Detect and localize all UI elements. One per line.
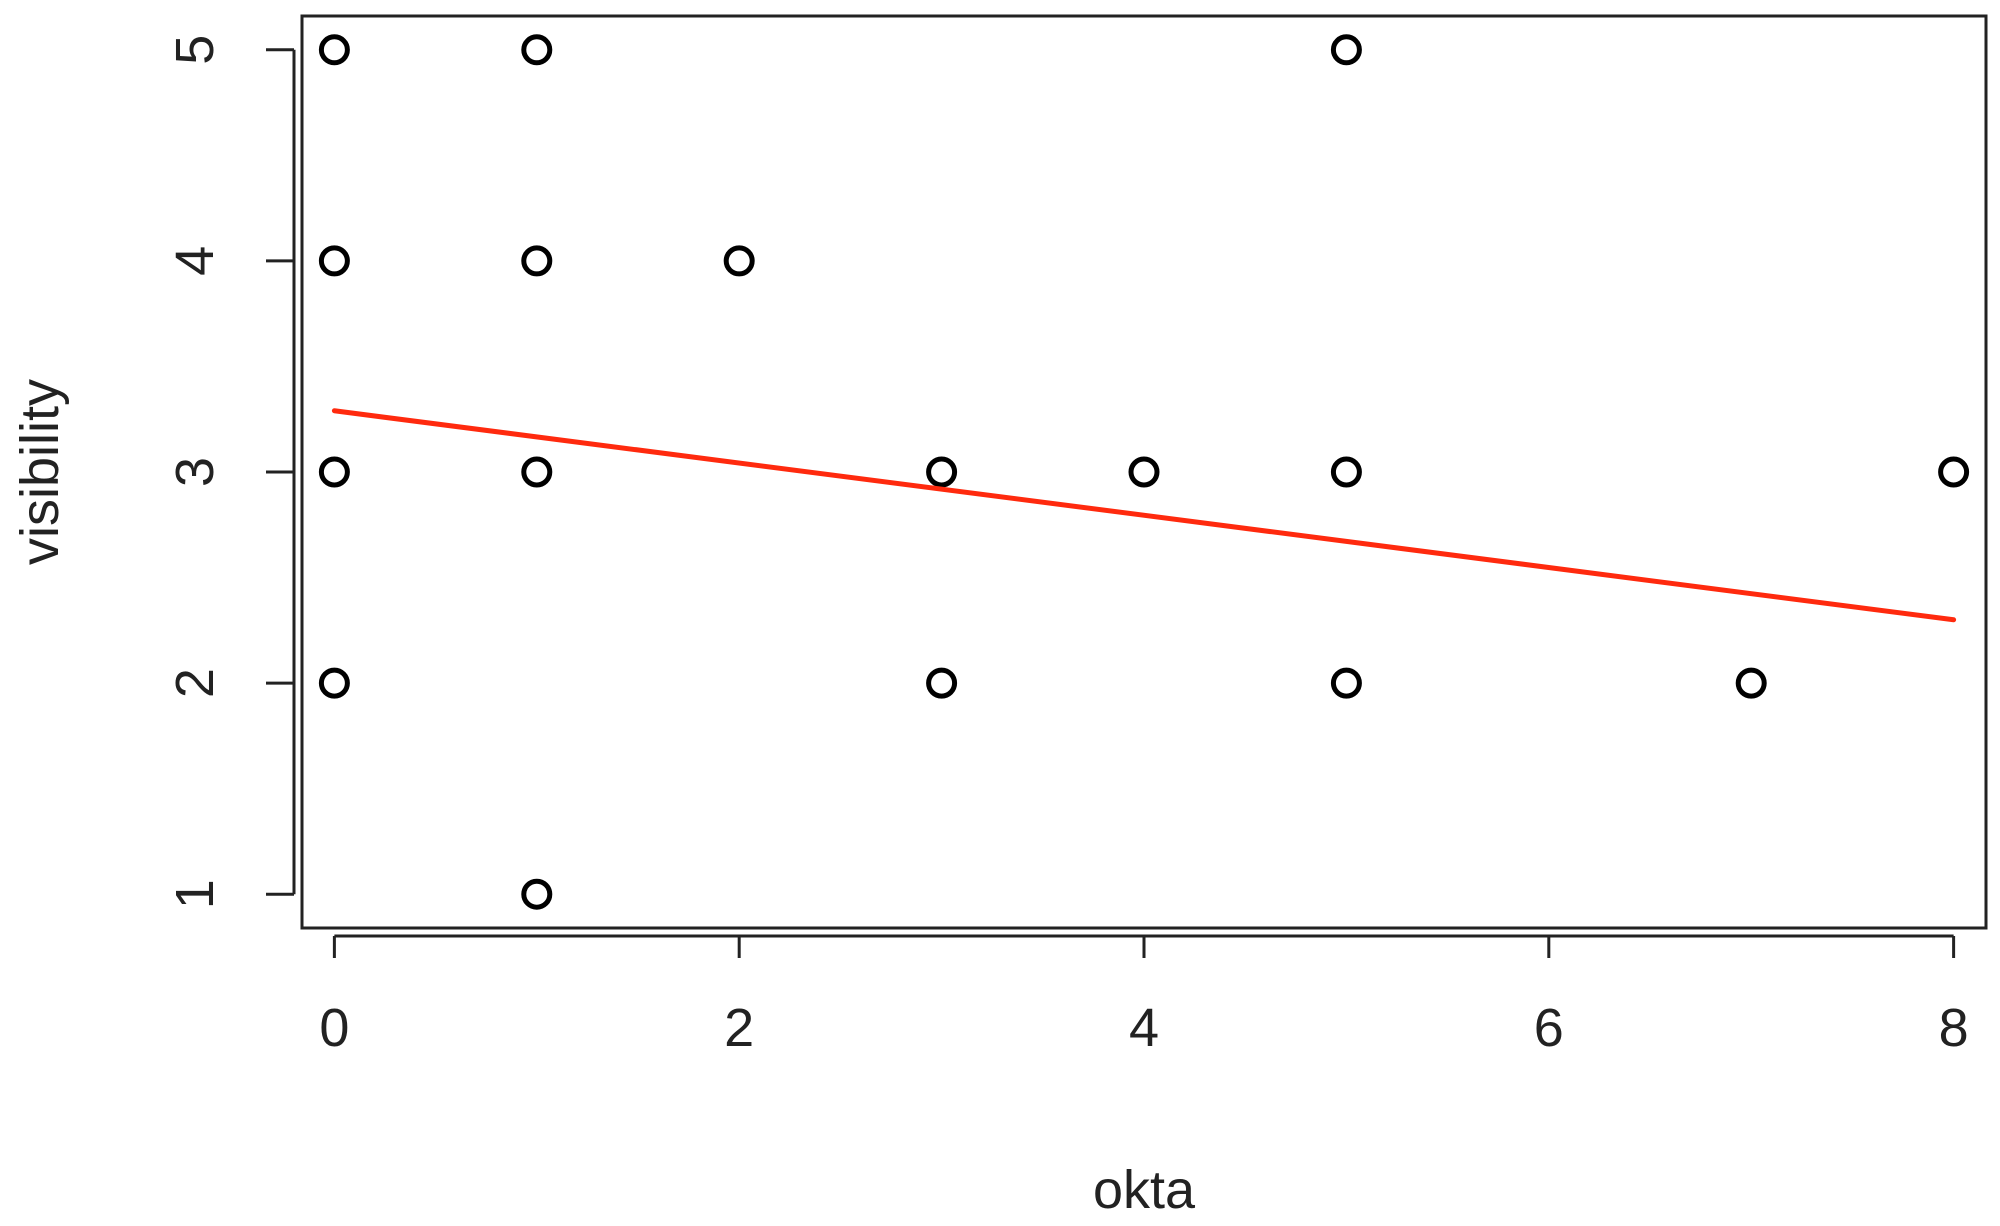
scatter-point [926, 667, 958, 699]
x-tick-label: 6 [1534, 998, 1564, 1058]
scatter-point [521, 878, 553, 910]
scatter-point [521, 456, 553, 488]
scatter-point [521, 34, 553, 66]
x-tick-label: 4 [1129, 998, 1159, 1058]
scatter-point [521, 245, 553, 277]
scatter-point [318, 667, 350, 699]
scatter-point [318, 245, 350, 277]
trend-line [331, 408, 1957, 623]
x-tick-label: 2 [724, 998, 754, 1058]
y-tick-label: 5 [165, 35, 225, 65]
trend-line-group [331, 408, 1957, 623]
scatter-point [1128, 456, 1160, 488]
scatter-point [1330, 667, 1362, 699]
scatter-point [926, 456, 958, 488]
data-points [318, 34, 1970, 910]
scatter-point [1330, 456, 1362, 488]
y-tick-label: 1 [165, 879, 225, 909]
scatter-point [1330, 34, 1362, 66]
scatter-point [1735, 667, 1767, 699]
y-axis: 1 2 3 4 5 [165, 35, 296, 909]
x-tick-label: 8 [1939, 998, 1969, 1058]
scatter-point [723, 245, 755, 277]
scatter-point [318, 34, 350, 66]
y-tick-label: 3 [165, 457, 225, 487]
x-tick-label: 0 [319, 998, 349, 1058]
y-tick-label: 2 [165, 668, 225, 698]
y-axis-label: visibility [10, 379, 70, 565]
x-axis-label: okta [1093, 1160, 1196, 1220]
x-axis: 0 2 4 6 8 [319, 934, 1969, 1058]
y-tick-label: 4 [165, 246, 225, 276]
scatter-point [318, 456, 350, 488]
plot-frame [300, 14, 1988, 930]
scatter-point [1938, 456, 1970, 488]
